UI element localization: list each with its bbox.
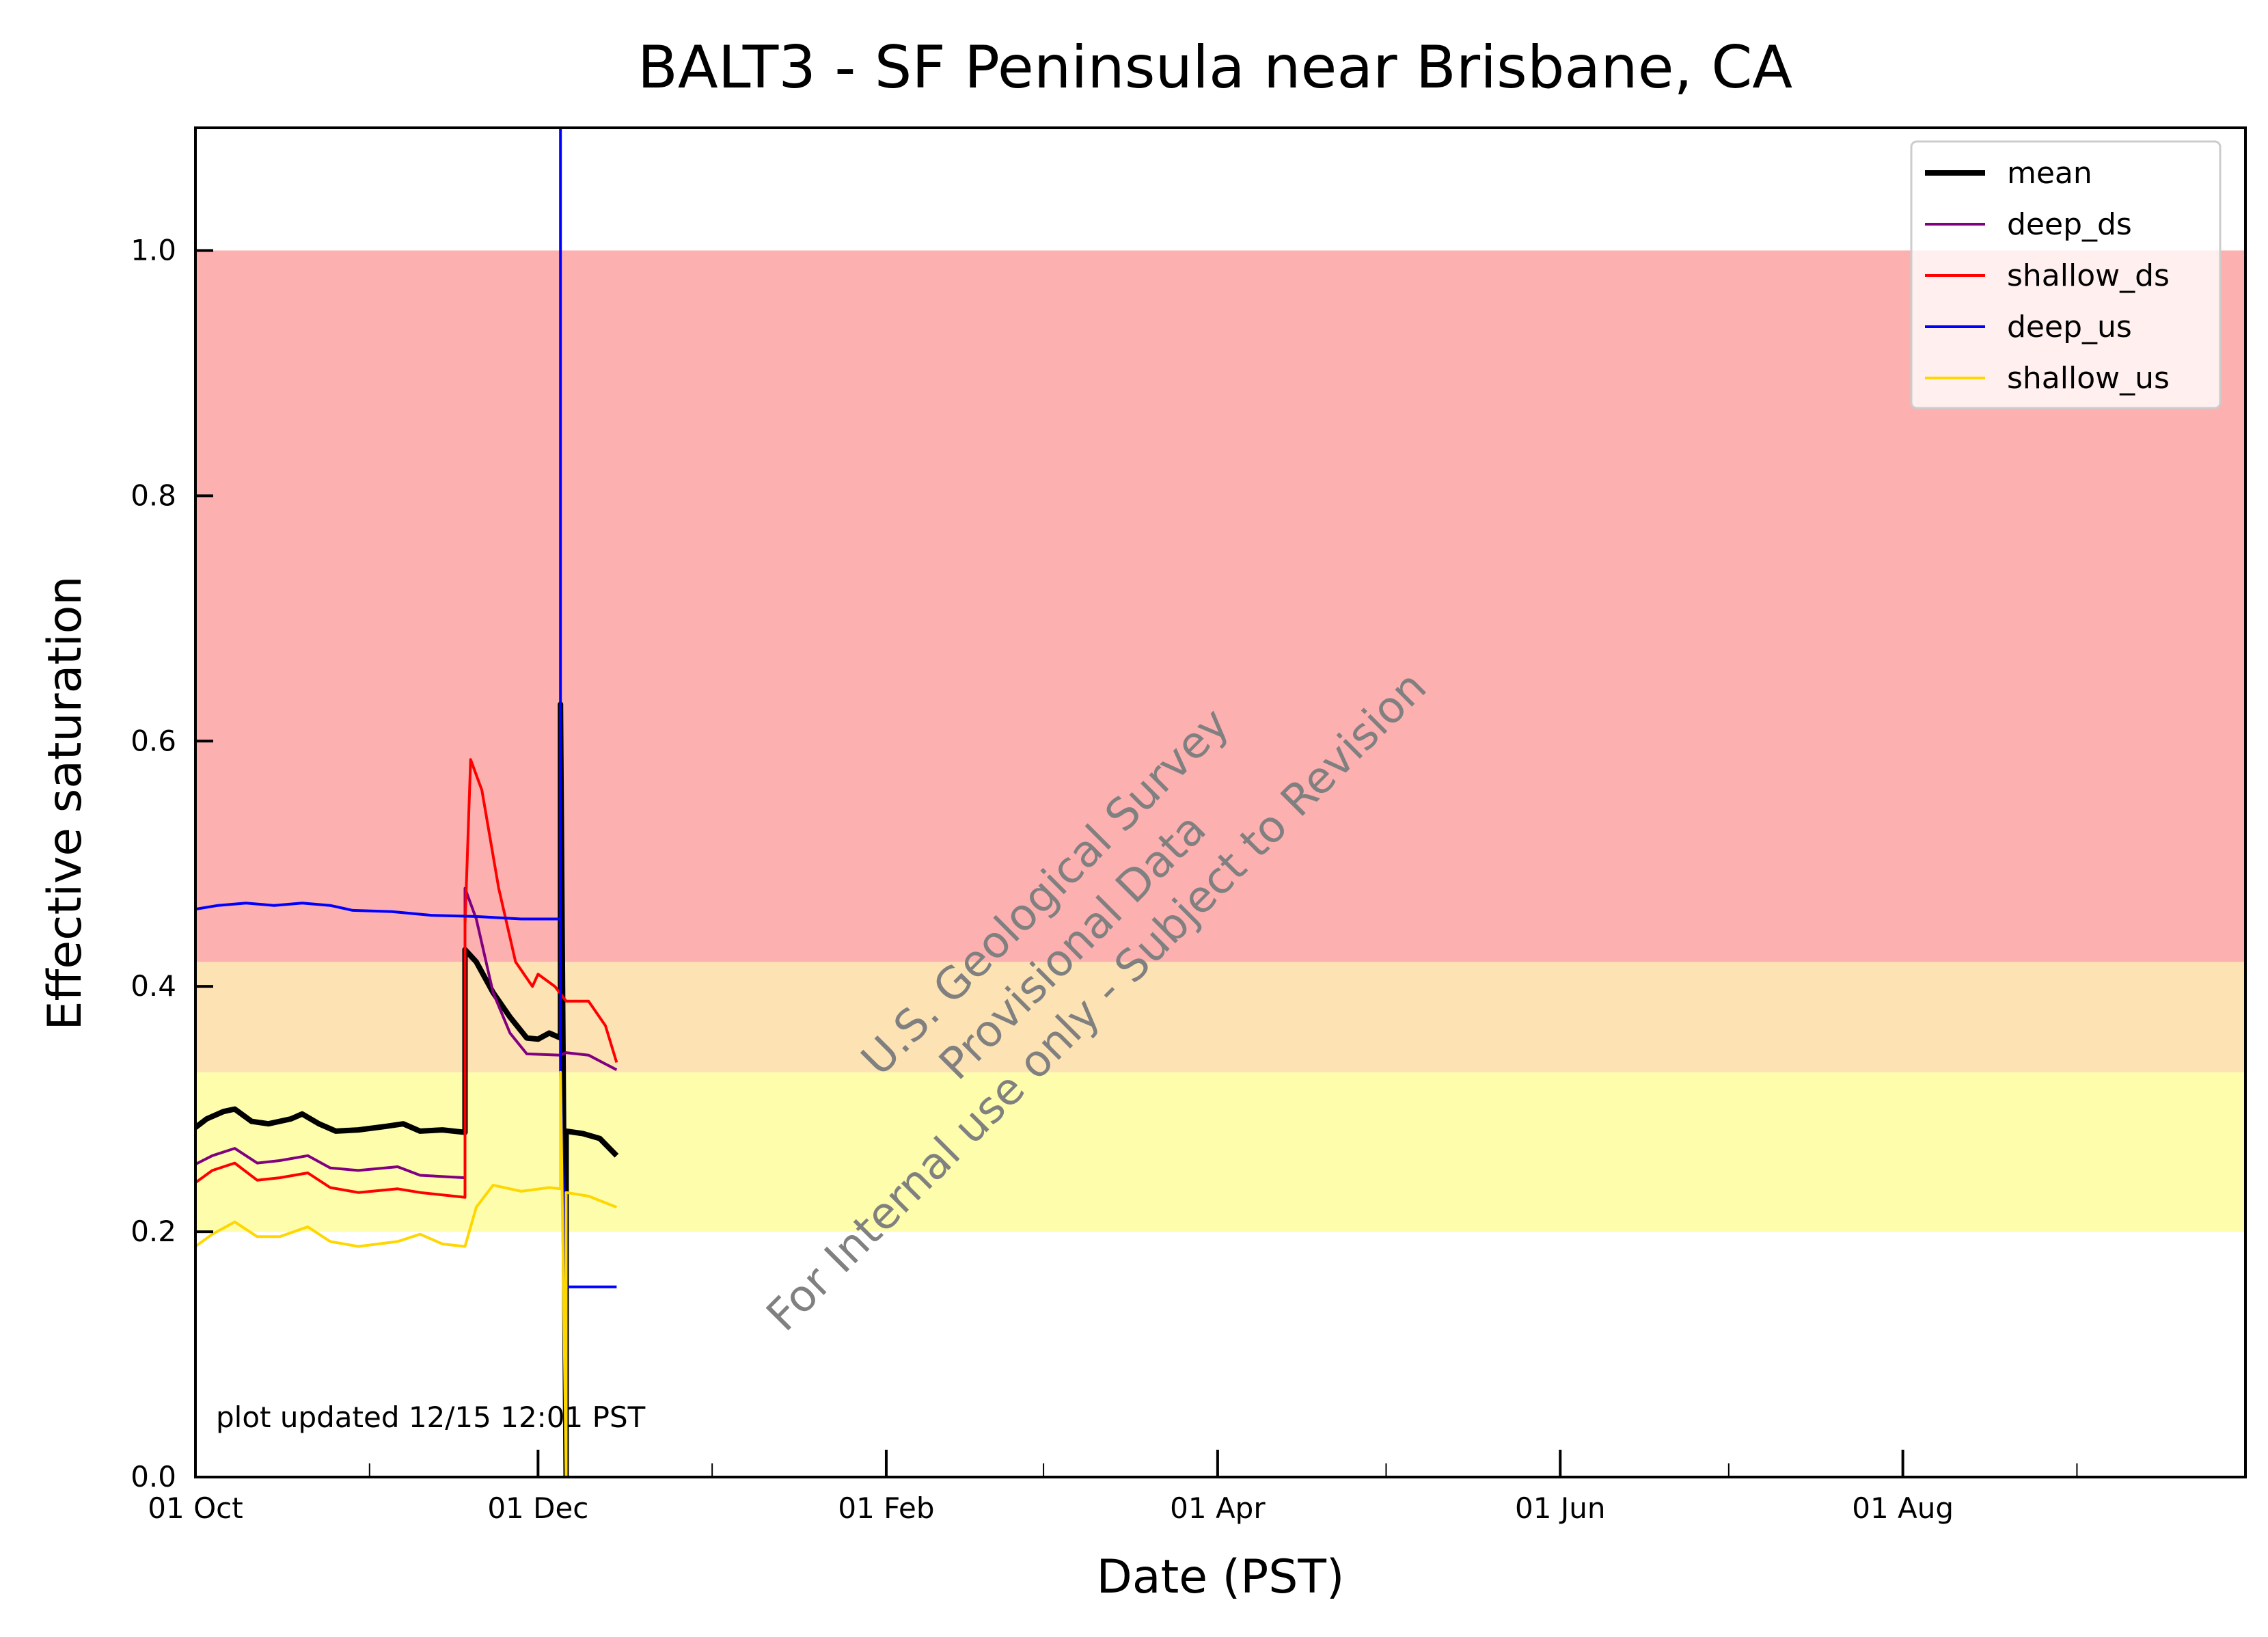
threshold-band-0 (195, 250, 2245, 962)
y-tick-label: 0.4 (131, 969, 176, 1003)
chart-title: BALT3 - SF Peninsula near Brisbane, CA (638, 33, 1792, 102)
legend-label-shallow-us: shallow_us (2007, 361, 2170, 396)
plot-frame (194, 126, 2247, 1478)
plot-update-note: plot updated 12/15 12:01 PST (216, 1401, 646, 1434)
series-line-deep-ds (195, 887, 618, 1180)
series-lines (195, 128, 619, 1477)
legend-box (1910, 140, 2222, 409)
x-axis-label: Date (PST) (1097, 1550, 1345, 1604)
legend-label-deep-us: deep_us (2007, 310, 2132, 344)
x-tick-label: 01 Apr (1170, 1491, 1266, 1525)
x-tick-label: 01 Jun (1515, 1491, 1605, 1525)
y-axis-label: Effective saturation (38, 576, 92, 1030)
y-tick-label: 0.8 (131, 478, 176, 512)
x-tick-label: 01 Aug (1852, 1491, 1954, 1525)
y-tick-label: 0.0 (131, 1460, 176, 1493)
y-tick-label: 0.6 (131, 724, 176, 757)
series-line-shallow-ds (195, 758, 618, 1199)
legend-label-mean: mean (2007, 156, 2092, 191)
series-line-deep-us (195, 128, 617, 1288)
x-tick-label: 01 Oct (148, 1491, 243, 1525)
legend: mean deep_ds shallow_ds deep_us shallow_us (1910, 140, 2222, 409)
x-tick-label: 01 Dec (487, 1491, 588, 1525)
x-tick-label: 01 Feb (838, 1491, 934, 1525)
threshold-band-2 (195, 1072, 2245, 1232)
series-line-shallow-us (195, 1070, 618, 1477)
legend-label-shallow-ds: shallow_ds (2007, 258, 2170, 293)
y-tick-label: 1.0 (131, 233, 176, 267)
axes: 0.0 0.2 0.4 0.6 0.8 1.0 01 Oct 01 Dec 01 Feb 01 A… (131, 233, 2078, 1525)
y-tick-label: 0.2 (131, 1215, 176, 1248)
legend-label-deep-ds: deep_ds (2007, 207, 2132, 242)
threshold-bands (195, 250, 2245, 1232)
